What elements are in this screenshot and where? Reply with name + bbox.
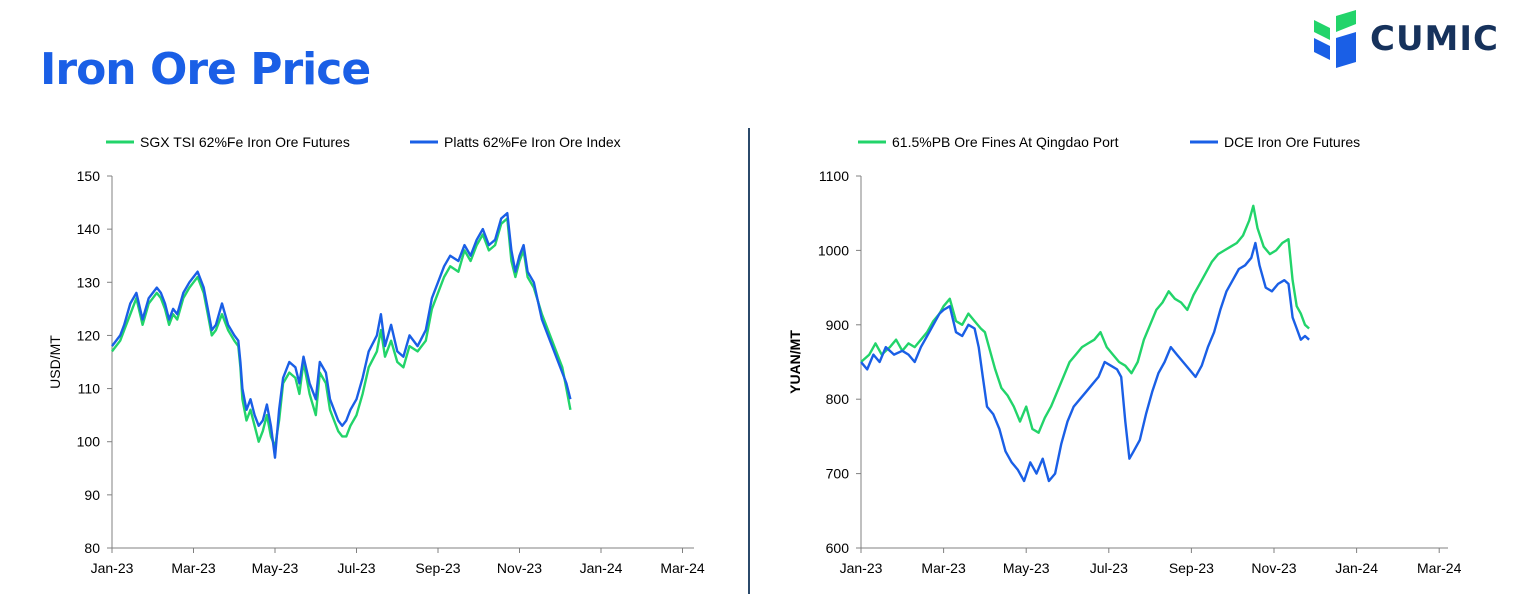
- x-tick-label: Mar-23: [171, 560, 216, 576]
- x-tick-label: Jul-23: [1090, 560, 1128, 576]
- series-line-2: [860, 241, 1310, 483]
- y-tick-label: 800: [826, 391, 850, 407]
- y-axis-label: USD/MT: [47, 335, 63, 389]
- x-tick-label: Nov-23: [1251, 560, 1296, 576]
- iron-ore-usd-chart: SGX TSI 62%Fe Iron Ore Futures Platts 62%…: [47, 134, 705, 576]
- x-tick-label: Jan-24: [1335, 560, 1378, 576]
- y-tick-label: 110: [78, 381, 101, 397]
- y-tick-label: 1000: [818, 242, 849, 258]
- y-tick-label: 140: [77, 221, 101, 237]
- x-tick-label: Nov-23: [497, 560, 542, 576]
- x-tick-label: Jan-23: [840, 560, 883, 576]
- x-tick-label: Jan-23: [91, 560, 134, 576]
- cumic-logo: CUMIC: [1312, 10, 1499, 68]
- x-tick-label: Sep-23: [1169, 560, 1214, 576]
- y-tick-label: 1100: [819, 168, 849, 184]
- x-tick-label: Mar-24: [660, 560, 705, 576]
- y-tick-label: 80: [84, 540, 100, 556]
- y-tick-label: 130: [77, 274, 101, 290]
- page-title: Iron Ore Price: [40, 44, 371, 95]
- x-tick-label: Mar-24: [1417, 560, 1462, 576]
- legend-label-1: SGX TSI 62%Fe Iron Ore Futures: [140, 134, 350, 150]
- legend-label-1: 61.5%PB Ore Fines At Qingdao Port: [892, 134, 1119, 150]
- legend-label-2: DCE Iron Ore Futures: [1224, 134, 1360, 150]
- y-tick-label: 90: [84, 487, 100, 503]
- y-tick-label: 700: [826, 466, 850, 482]
- x-tick-label: Jul-23: [337, 560, 375, 576]
- y-tick-label: 900: [826, 317, 850, 333]
- logo-text: CUMIC: [1370, 19, 1499, 59]
- y-tick-label: 120: [77, 327, 101, 343]
- cumic-logo-icon: [1314, 10, 1356, 68]
- y-axis-label: YUAN/MT: [787, 330, 803, 394]
- x-tick-label: May-23: [1003, 560, 1050, 576]
- legend-label-2: Platts 62%Fe Iron Ore Index: [444, 134, 621, 150]
- series-line-1: [860, 204, 1310, 434]
- y-tick-label: 600: [826, 540, 850, 556]
- series-line-1: [111, 217, 572, 449]
- x-tick-label: Jan-24: [580, 560, 623, 576]
- x-tick-label: Mar-23: [921, 560, 966, 576]
- iron-ore-yuan-chart: 61.5%PB Ore Fines At Qingdao Port DCE Iro…: [787, 134, 1462, 576]
- x-tick-label: May-23: [252, 560, 299, 576]
- x-tick-label: Sep-23: [415, 560, 460, 576]
- chart-divider: [748, 128, 750, 594]
- y-tick-label: 100: [77, 434, 101, 450]
- series-line-2: [111, 212, 572, 459]
- y-tick-label: 150: [77, 168, 101, 184]
